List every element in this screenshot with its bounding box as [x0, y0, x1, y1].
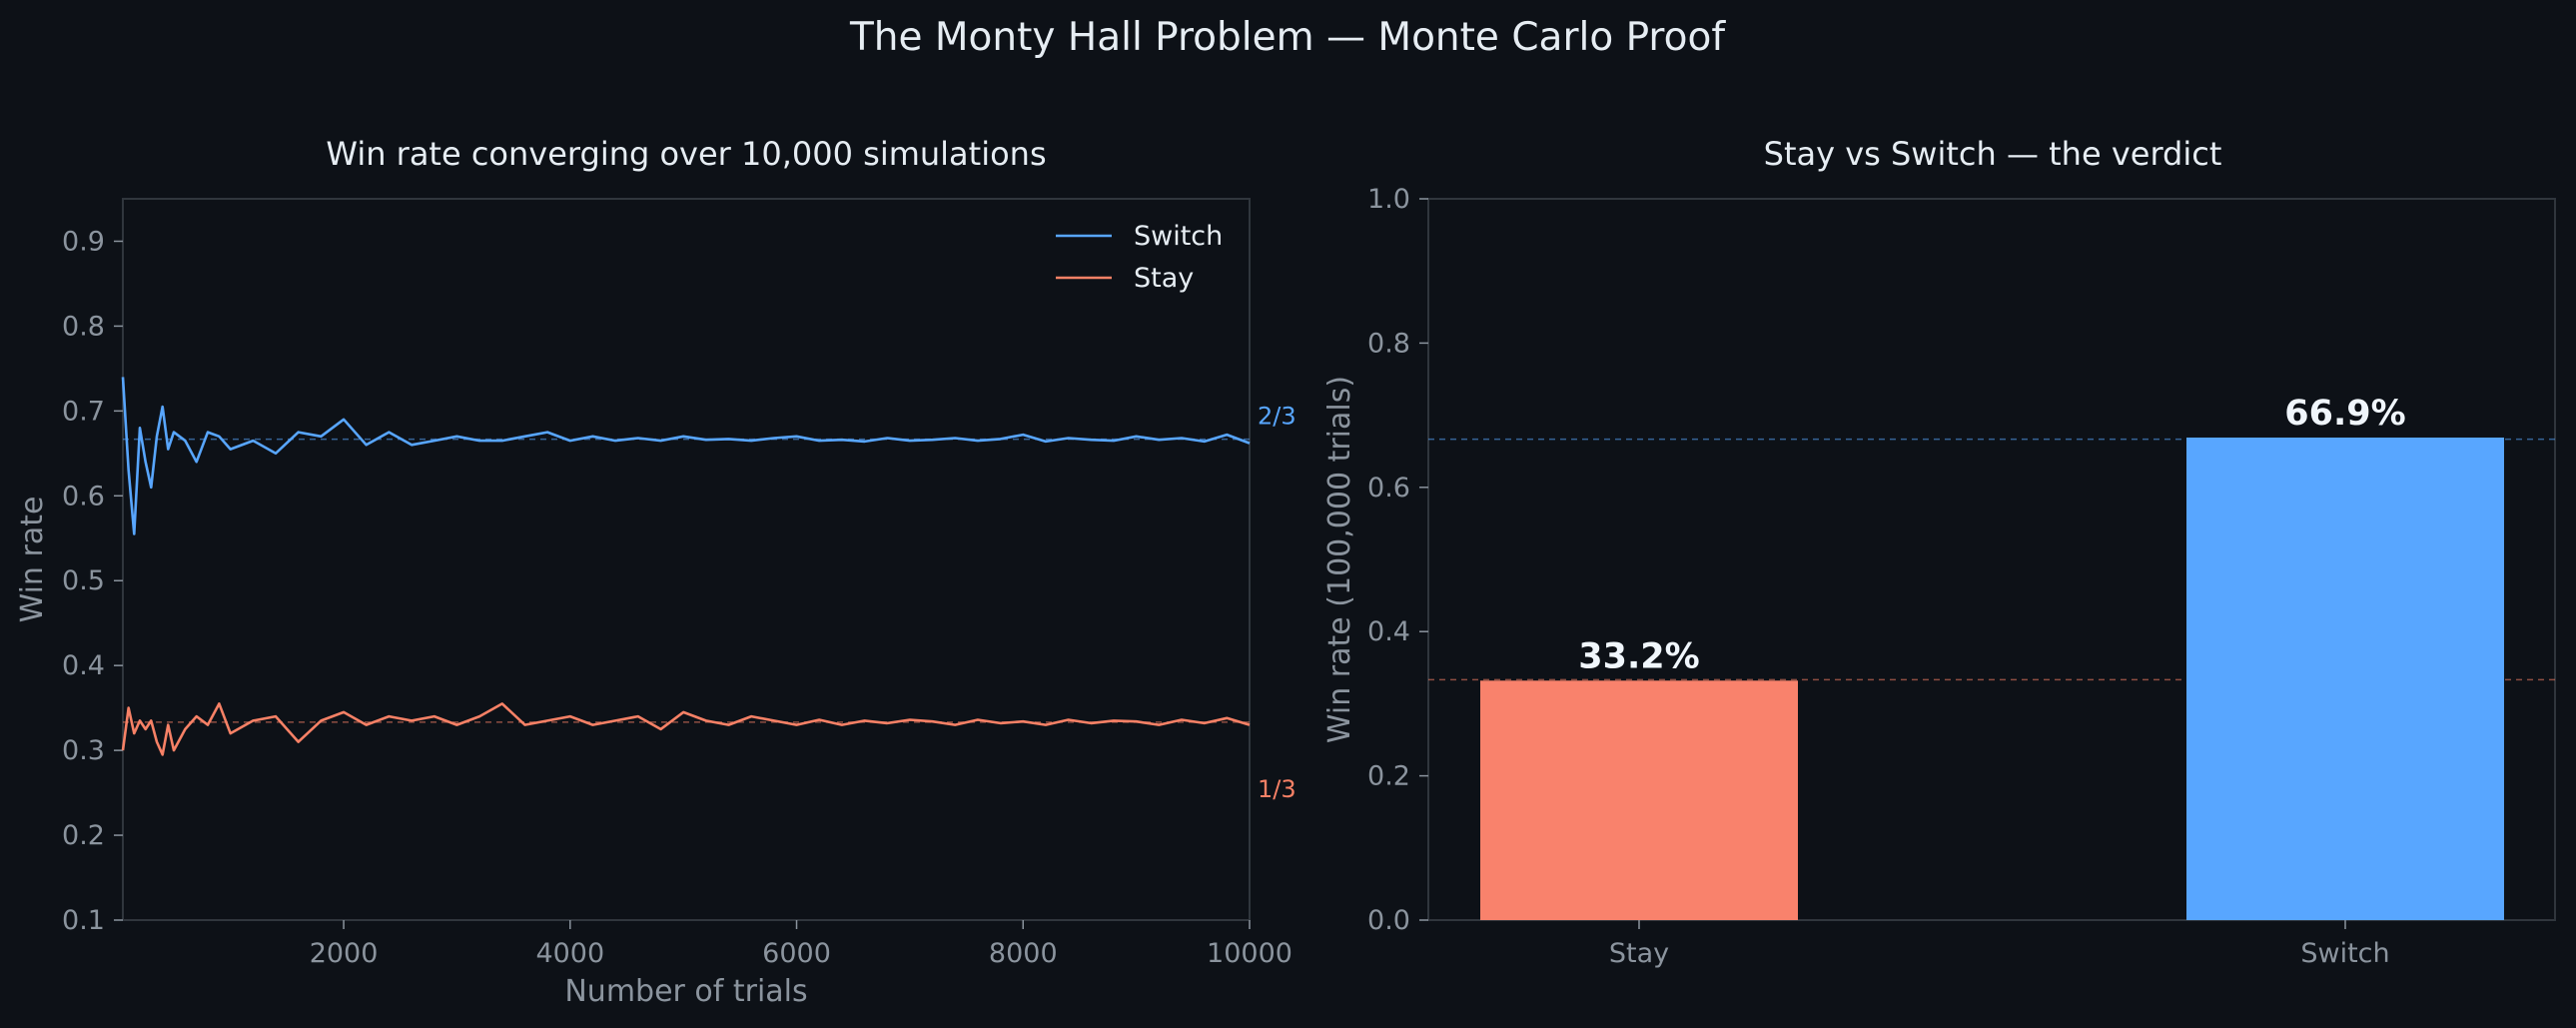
verdict-bars: 33.2% 66.9%	[1480, 394, 2504, 920]
reference-label: 1/3	[1258, 775, 1296, 803]
y-tick-label: 1.0	[1367, 184, 1410, 215]
y-tick-label: 0.2	[1367, 761, 1410, 792]
legend-entry: Switch	[1134, 221, 1223, 252]
verdict-ticks: 0.0 0.2 0.4 0.6 0.8 1.0 Stay Switch	[1367, 184, 2390, 969]
y-tick-label: 0.4	[1367, 616, 1410, 647]
y-tick-label: 0.4	[62, 650, 105, 681]
x-tick-label: 10000	[1207, 938, 1292, 969]
verdict-chart-title: Stay vs Switch — the verdict	[1764, 135, 2222, 173]
y-tick-label: 0.8	[62, 311, 105, 342]
y-tick-label: 0.6	[62, 481, 105, 512]
reference-label: 2/3	[1258, 403, 1296, 431]
verdict-chart: Stay vs Switch — the verdict 0.00.20.40.…	[1322, 135, 2556, 969]
y-tick-label: 0.3	[62, 735, 105, 766]
convergence-plot-area	[122, 198, 1251, 921]
y-tick-label: 0.1	[62, 905, 105, 936]
y-tick-label: 0.6	[1367, 473, 1410, 504]
x-tick-label: 6000	[762, 938, 831, 969]
legend-entry: Stay	[1134, 263, 1194, 294]
x-tick-label: 4000	[535, 938, 604, 969]
convergence-y-axis-label: Win rate	[15, 497, 50, 623]
bar-stay	[1480, 680, 1798, 920]
y-tick-label: 0.0	[1367, 905, 1410, 936]
y-tick-label: 0.7	[62, 396, 105, 427]
convergence-chart-title: Win rate converging over 10,000 simulati…	[326, 135, 1046, 173]
figure-title: The Monty Hall Problem — Monte Carlo Pro…	[849, 15, 1726, 60]
bar-value-label: 33.2%	[1578, 636, 1699, 676]
bar-switch	[2186, 437, 2504, 920]
verdict-plot-area	[1427, 198, 2556, 921]
x-tick-label-stay: Stay	[1609, 938, 1669, 969]
series-line-stay	[121, 702, 1251, 756]
convergence-series	[121, 377, 1251, 756]
x-tick-label: 8000	[989, 938, 1058, 969]
convergence-ticks: 0.1 0.2 0.3 0.4 0.5 0.6 0.7 0.8 0.9 2000 4000 6000 8…	[62, 226, 1292, 969]
y-tick-label: 0.8	[1367, 328, 1410, 359]
series-line-switch	[121, 377, 1251, 535]
convergence-chart: Win rate converging over 10,000 simulati…	[15, 135, 1296, 1009]
convergence-legend: Switch Stay	[1056, 221, 1223, 294]
y-tick-label: 0.5	[62, 565, 105, 596]
x-tick-label-switch: Switch	[2300, 938, 2389, 969]
bar-value-label: 66.9%	[2284, 394, 2405, 434]
y-tick-label: 0.2	[62, 820, 105, 851]
convergence-x-axis-label: Number of trials	[564, 974, 807, 1009]
verdict-y-axis-label: Win rate (100,000 trials)	[1322, 376, 1357, 743]
x-tick-label: 2000	[310, 938, 379, 969]
y-tick-label: 0.9	[62, 226, 105, 257]
